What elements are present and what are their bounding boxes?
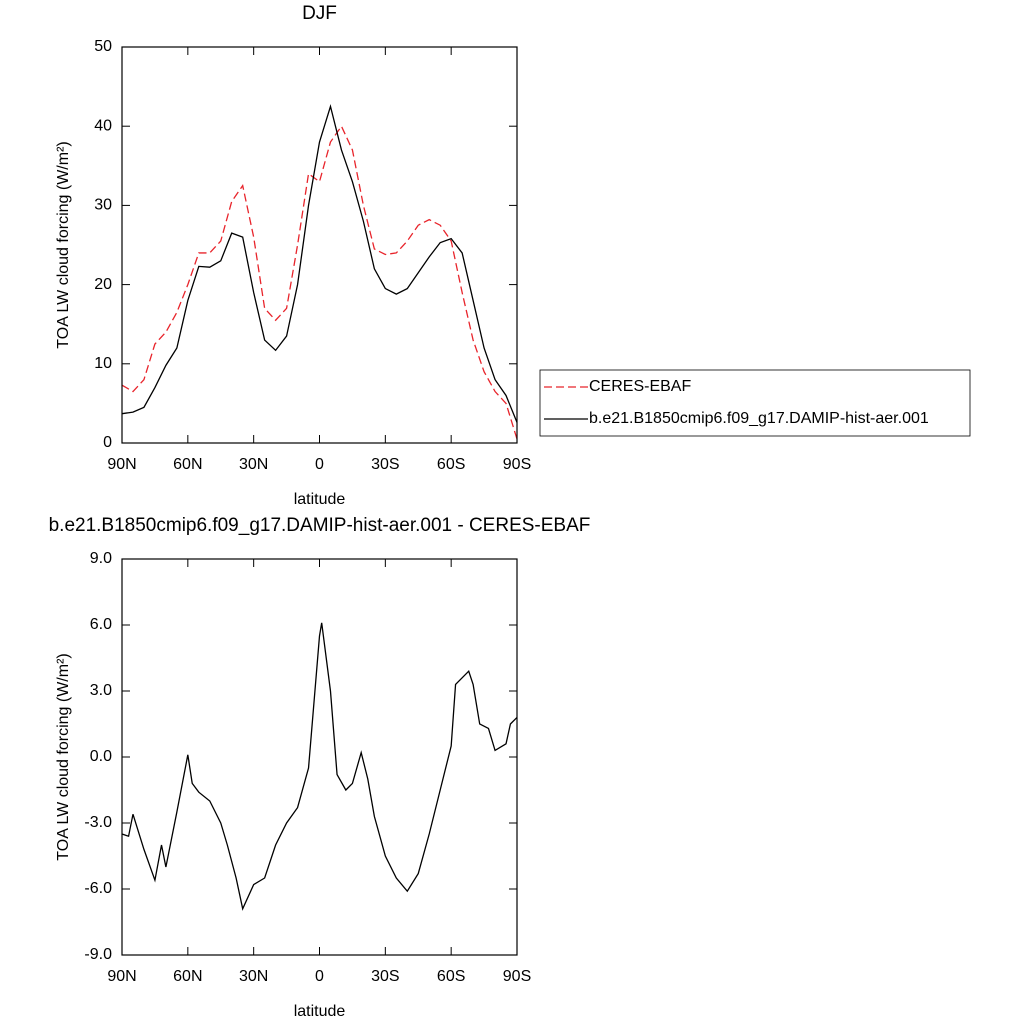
y-tick-label: 50 (94, 38, 112, 55)
data-line (121, 124, 518, 440)
y-tick-label: 0.0 (90, 748, 112, 765)
x-tick-label: 30N (239, 968, 268, 985)
y-tick-label: 10 (94, 355, 112, 372)
x-tick-label: 90N (107, 968, 136, 985)
y-axis-label: TOA LW cloud forcing (W/m²) (55, 141, 72, 348)
y-tick-label: 3.0 (90, 682, 112, 699)
x-tick-label: 90S (503, 456, 531, 473)
x-tick-label: 60N (173, 968, 202, 985)
x-tick-label: 0 (315, 968, 324, 985)
y-tick-label: 0 (103, 434, 112, 451)
y-tick-label: 20 (94, 276, 112, 293)
x-tick-label: 30S (371, 456, 399, 473)
x-axis-label: latitude (294, 1003, 346, 1020)
x-tick-label: 60S (437, 968, 465, 985)
x-tick-label: 30N (239, 456, 268, 473)
y-tick-label: 9.0 (90, 550, 112, 567)
plot-frame (121, 558, 518, 956)
chart-title: DJF (302, 3, 337, 24)
plot-frame (121, 46, 518, 444)
x-tick-label: 60N (173, 456, 202, 473)
x-tick-label: 30S (371, 968, 399, 985)
y-tick-label: -3.0 (84, 814, 112, 831)
x-tick-label: 60S (437, 456, 465, 473)
y-tick-label: 30 (94, 197, 112, 214)
y-axis-label: TOA LW cloud forcing (W/m²) (55, 653, 72, 860)
x-tick-label: 0 (315, 456, 324, 473)
x-tick-label: 90N (107, 456, 136, 473)
legend-label: CERES-EBAF (589, 378, 691, 395)
y-tick-label: -6.0 (84, 880, 112, 897)
y-tick-label: 40 (94, 117, 112, 134)
x-tick-label: 90S (503, 968, 531, 985)
data-line (121, 103, 518, 423)
y-tick-label: -9.0 (84, 946, 112, 963)
y-tick-label: 6.0 (90, 616, 112, 633)
data-line (121, 622, 518, 911)
chart-title: b.e21.B1850cmip6.f09_g17.DAMIP-hist-aer.… (49, 515, 591, 536)
x-axis-label: latitude (294, 491, 346, 508)
legend-box (539, 369, 971, 437)
legend-label: b.e21.B1850cmip6.f09_g17.DAMIP-hist-aer.… (589, 410, 929, 427)
